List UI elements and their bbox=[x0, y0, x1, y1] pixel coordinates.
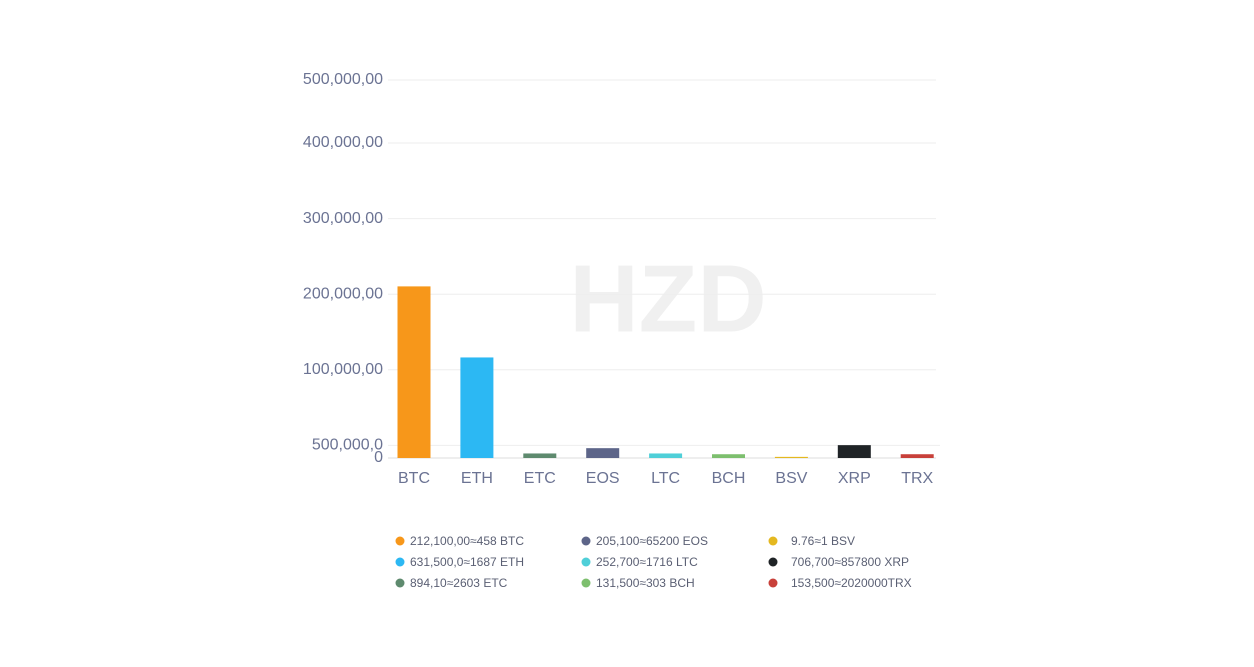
x-tick-label: TRX bbox=[901, 470, 933, 487]
legend-dot bbox=[768, 578, 778, 588]
legend-label: 706,700≈857800 XRP bbox=[791, 555, 909, 569]
bar bbox=[586, 448, 620, 458]
legend-dot bbox=[768, 536, 778, 546]
bar bbox=[712, 454, 745, 458]
x-tick-label: BCH bbox=[712, 470, 746, 487]
bar bbox=[397, 286, 431, 458]
x-tick-label: ETH bbox=[461, 470, 493, 487]
legend-label: 252,700≈1716 LTC bbox=[596, 555, 698, 569]
bar bbox=[774, 456, 808, 458]
legend-dot bbox=[768, 557, 778, 567]
y-tick-label: 500,000,00 bbox=[303, 71, 383, 88]
x-tick-label: BTC bbox=[398, 470, 430, 487]
x-tick-label: ETC bbox=[524, 470, 556, 487]
x-tick-label: BSV bbox=[775, 470, 807, 487]
legend-dot bbox=[581, 536, 591, 546]
legend-dot bbox=[395, 557, 405, 567]
legend-dot bbox=[395, 578, 405, 588]
legend-dot bbox=[581, 557, 591, 567]
legend-label: 131,500≈303 BCH bbox=[596, 576, 695, 590]
y-tick-label: 100,000,00 bbox=[303, 361, 383, 378]
legend-label: 894,10≈2603 ETC bbox=[410, 576, 508, 590]
bar bbox=[837, 445, 871, 458]
legend-dot bbox=[395, 536, 405, 546]
y-tick-label: 300,000,00 bbox=[303, 210, 383, 227]
legend-label: 9.76≈1 BSV bbox=[791, 534, 855, 548]
y-tick-label: 500,000,0 bbox=[312, 437, 383, 454]
legend-label: 631,500,0≈1687 ETH bbox=[410, 555, 524, 569]
bar bbox=[900, 454, 934, 458]
watermark: HZD bbox=[569, 245, 766, 352]
bar bbox=[523, 453, 557, 458]
legend-label: 205,100≈65200 EOS bbox=[596, 534, 708, 548]
y-tick-label: 400,000,00 bbox=[303, 134, 383, 151]
x-tick-label: LTC bbox=[651, 470, 680, 487]
legend-label: 153,500≈2020000TRX bbox=[791, 576, 912, 590]
legend-dot bbox=[581, 578, 591, 588]
bar bbox=[649, 453, 683, 458]
bar bbox=[460, 357, 494, 458]
legend-label: 212,100,00≈458 BTC bbox=[410, 534, 524, 548]
y-tick-label: 200,000,00 bbox=[303, 285, 383, 302]
x-tick-label: EOS bbox=[586, 470, 620, 487]
x-tick-label: XRP bbox=[838, 470, 871, 487]
y-tick-label: 0 bbox=[374, 449, 383, 466]
